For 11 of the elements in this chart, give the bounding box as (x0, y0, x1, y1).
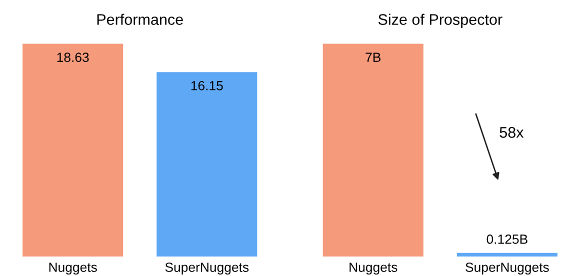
chart-title: Performance (97, 14, 183, 25)
annotation: 58x (500, 127, 524, 138)
x-tick-label: SuperNuggets (165, 262, 249, 275)
chart-title: Size of Prospector (378, 14, 502, 28)
x-tick-label: Nuggets (49, 262, 97, 275)
data-label: 0.125B (486, 234, 528, 244)
data-label: 16.15 (191, 80, 223, 90)
data-label: 7B (366, 52, 380, 62)
x-tick-label: SuperNuggets (466, 262, 549, 275)
x-tick-label: Nuggets (350, 262, 398, 275)
data-label: 18.63 (57, 52, 89, 62)
